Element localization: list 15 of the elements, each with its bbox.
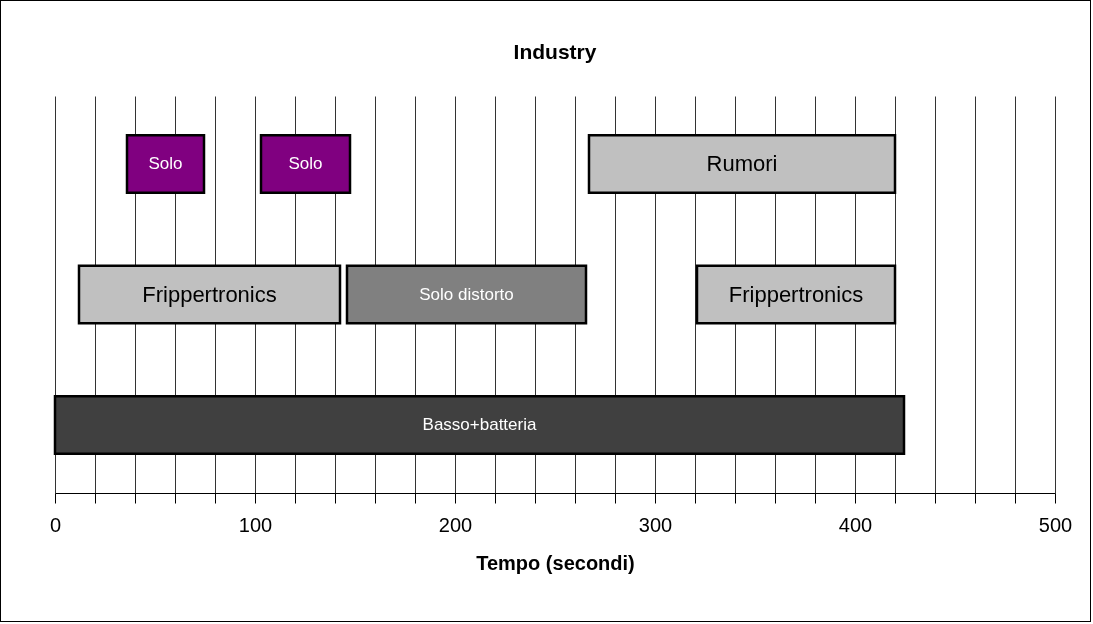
x-tick-label: 400 — [838, 513, 873, 536]
x-tick-label: 200 — [438, 513, 473, 536]
data-label: Frippertronics — [142, 281, 277, 307]
data-label: Solo — [148, 153, 183, 173]
x-tick-label: 500 — [1038, 513, 1073, 536]
x-axis-title: Tempo (secondi) — [476, 551, 635, 574]
chart-title: Industry — [513, 40, 597, 63]
x-tick-label: 300 — [638, 513, 673, 536]
data-label: Solo — [288, 153, 323, 173]
data-label: Frippertronics — [728, 281, 864, 307]
data-label: Rumori — [706, 150, 778, 176]
data-label: Basso+batteria — [422, 415, 537, 435]
data-label: Solo distorto — [419, 284, 514, 304]
x-tick-label: 100 — [238, 513, 273, 536]
x-tick-label: 0 — [49, 513, 62, 536]
